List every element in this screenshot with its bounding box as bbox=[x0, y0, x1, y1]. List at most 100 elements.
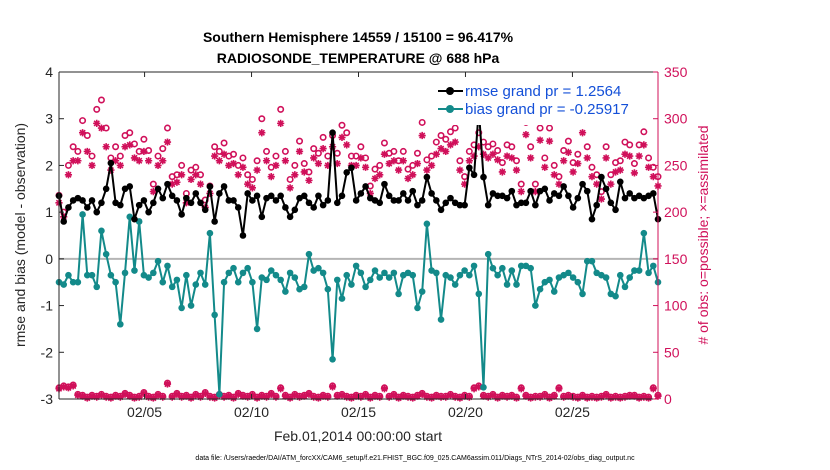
rmse-point bbox=[178, 211, 185, 218]
rmse-point bbox=[258, 213, 266, 221]
obs-possible-point bbox=[149, 180, 157, 188]
obs-assimilated-point bbox=[418, 131, 426, 140]
rmse-point bbox=[522, 199, 530, 207]
legend-rmse-label: rmse grand pr = 1.2564 bbox=[465, 83, 621, 100]
obs-possible-point bbox=[93, 105, 101, 113]
bias-point bbox=[211, 311, 218, 319]
bias-point bbox=[253, 325, 261, 333]
data-file-footnote: data file: /Users/raeder/DAI/ATM_forcXX/… bbox=[195, 455, 635, 462]
rmse-point bbox=[409, 187, 417, 195]
bias-point bbox=[470, 262, 478, 270]
obs-low-assimilated-point bbox=[178, 393, 186, 401]
obs-low-assimilated-point bbox=[564, 392, 572, 400]
obs-assimilated-point bbox=[432, 150, 440, 158]
obs-low-assimilated-point bbox=[121, 390, 129, 398]
bias-point bbox=[390, 269, 398, 277]
bias-point bbox=[263, 276, 270, 284]
obs-low-assimilated-point bbox=[319, 392, 327, 400]
obs-assimilated-point bbox=[489, 150, 497, 158]
rmse-point bbox=[400, 190, 407, 197]
rmse-point bbox=[329, 129, 336, 137]
obs-low-assimilated-point bbox=[442, 393, 450, 401]
obs-possible-point bbox=[588, 163, 596, 171]
bias-point bbox=[456, 271, 464, 279]
obs-assimilated-point bbox=[192, 171, 200, 179]
obs-assimilated-point bbox=[522, 130, 530, 139]
obs-low-assimilated-point bbox=[333, 392, 341, 400]
bias-point bbox=[83, 271, 91, 279]
bias-point bbox=[385, 274, 393, 281]
obs-low-assimilated-point bbox=[475, 383, 483, 391]
obs-possible-point bbox=[253, 157, 261, 165]
obs-assimilated-point bbox=[253, 166, 261, 174]
bias-point bbox=[93, 283, 101, 291]
obs-low-assimilated-point bbox=[300, 392, 308, 400]
obs-assimilated-point bbox=[517, 187, 525, 196]
obs-assimilated-point bbox=[140, 147, 148, 156]
obs-assimilated-point bbox=[272, 161, 280, 170]
obs-low-assimilated-point bbox=[328, 383, 337, 391]
obs-assimilated-point bbox=[635, 152, 643, 160]
bias-point bbox=[239, 269, 247, 277]
obs-possible-point bbox=[432, 138, 440, 146]
bias-point bbox=[338, 295, 346, 302]
legend-bias-label: bias grand pr = -0.25917 bbox=[465, 101, 629, 118]
rmse-point bbox=[588, 215, 596, 223]
obs-assimilated-point bbox=[512, 166, 521, 174]
bias-point bbox=[499, 264, 506, 272]
obs-assimilated-point bbox=[187, 175, 195, 184]
obs-assimilated-point bbox=[149, 187, 157, 196]
y-axis-right-label: # of obs: o=possible; ×=assimilated bbox=[695, 125, 711, 344]
rmse-point bbox=[390, 197, 398, 204]
x-axis-label: Feb.01,2014 00:00:00 start bbox=[274, 428, 442, 444]
obs-assimilated-point bbox=[234, 171, 242, 179]
obs-possible-point bbox=[517, 180, 525, 188]
obs-low-assimilated-point bbox=[376, 393, 384, 401]
obs-assimilated-point bbox=[630, 169, 639, 177]
obs-possible-point bbox=[357, 143, 365, 151]
obs-low-assimilated-point bbox=[286, 394, 294, 402]
bias-point bbox=[461, 267, 468, 274]
rmse-point bbox=[376, 199, 384, 207]
obs-assimilated-point bbox=[159, 157, 167, 165]
obs-possible-point bbox=[319, 133, 327, 141]
rmse-point bbox=[456, 201, 464, 209]
bias-point bbox=[201, 281, 209, 288]
bias-point bbox=[220, 278, 228, 286]
bias-point bbox=[475, 290, 483, 298]
obs-low-assimilated-point bbox=[541, 391, 549, 399]
bias-point bbox=[173, 276, 181, 284]
bias-point bbox=[183, 271, 190, 279]
obs-assimilated-point bbox=[357, 154, 365, 162]
obs-assimilated-point bbox=[564, 148, 572, 156]
obs-possible-point bbox=[536, 124, 544, 132]
bias-point bbox=[480, 384, 487, 391]
rmse-point bbox=[612, 206, 619, 214]
obs-possible-point bbox=[390, 147, 398, 155]
obs-low-assimilated-point bbox=[74, 391, 82, 399]
obs-assimilated-point bbox=[541, 163, 549, 171]
rmse-point bbox=[480, 173, 487, 181]
obs-possible-point bbox=[442, 135, 450, 143]
obs-low-assimilated-point bbox=[626, 392, 634, 400]
rmse-point bbox=[338, 192, 346, 200]
obs-low-assimilated-point bbox=[244, 393, 252, 401]
bias-point bbox=[65, 271, 72, 279]
obs-possible-point bbox=[178, 161, 186, 169]
bias-point bbox=[527, 264, 534, 272]
obs-possible-point bbox=[465, 147, 473, 155]
bias-point bbox=[154, 257, 162, 265]
rmse-point bbox=[508, 187, 516, 195]
obs-assimilated-point bbox=[545, 137, 554, 145]
bias-point bbox=[164, 262, 171, 270]
bias-point bbox=[187, 302, 195, 309]
bias-point bbox=[291, 274, 299, 281]
rmse-point bbox=[560, 183, 567, 190]
bias-point bbox=[305, 250, 313, 258]
obs-possible-point bbox=[550, 161, 558, 169]
obs-assimilated-point bbox=[83, 147, 91, 156]
rmse-point bbox=[98, 199, 105, 207]
obs-possible-point bbox=[296, 137, 304, 145]
obs-possible-point bbox=[258, 115, 266, 123]
obs-possible-point bbox=[564, 137, 572, 145]
